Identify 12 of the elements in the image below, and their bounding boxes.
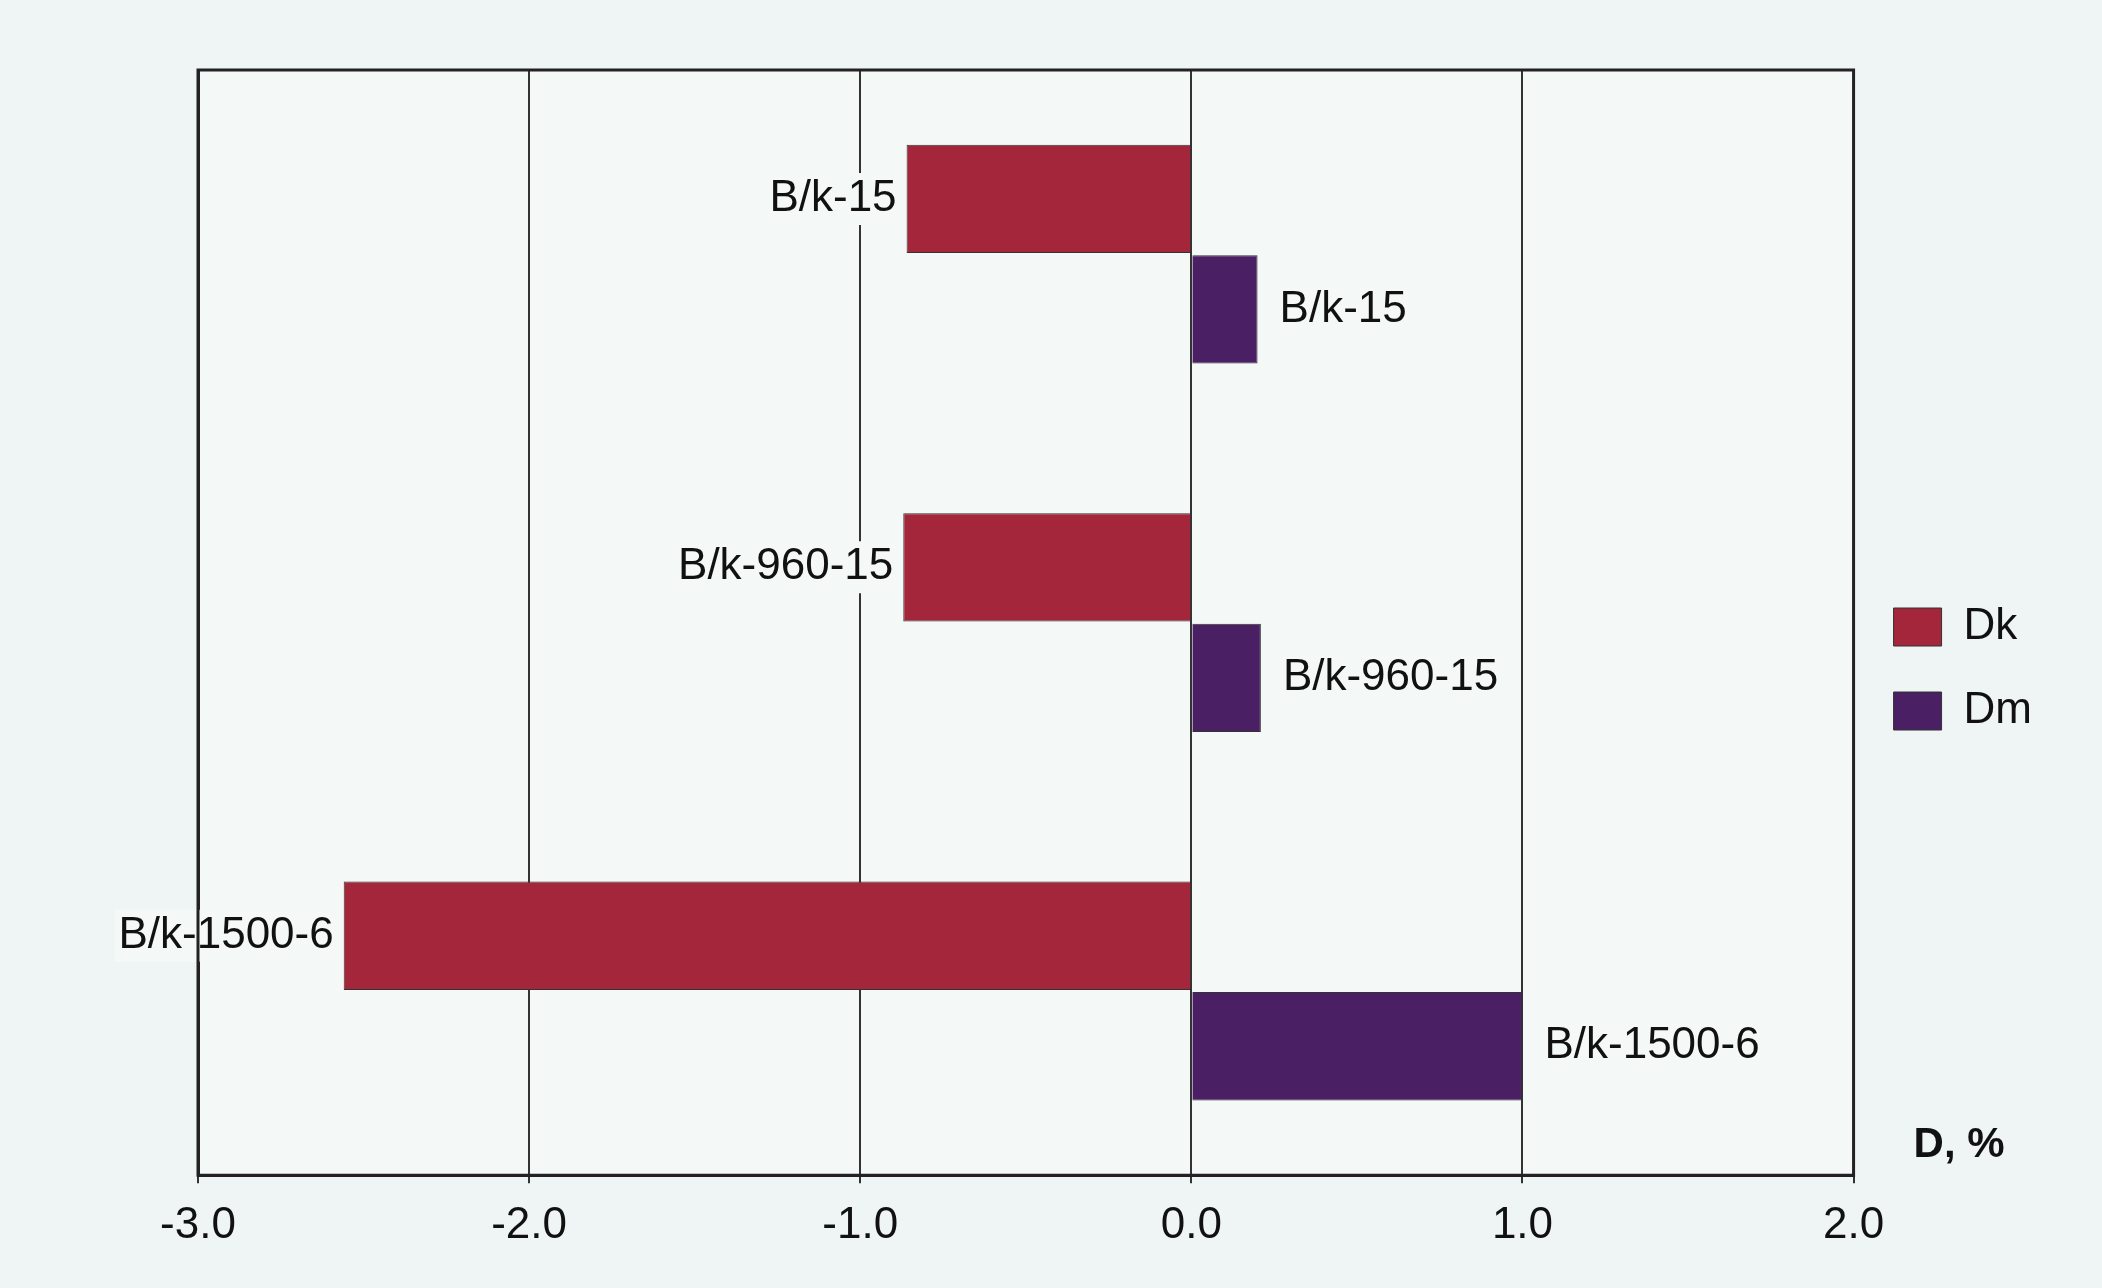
x-axis-title: D, % xyxy=(1913,1118,2005,1166)
x-tick-label: -3.0 xyxy=(160,1197,236,1247)
category-label: B/k-15 xyxy=(769,171,897,221)
x-tick-label: 1.0 xyxy=(1491,1197,1554,1247)
legend-label: Dk xyxy=(1963,599,2019,649)
category-label: B/k-1500-6 xyxy=(1544,1018,1760,1068)
category-label: B/k-960-15 xyxy=(678,539,894,589)
x-tick-label: 0.0 xyxy=(1160,1197,1222,1247)
x-tick-label: -2.0 xyxy=(491,1197,568,1247)
x-tick-label: -1.0 xyxy=(822,1197,899,1247)
legend-label: Dm xyxy=(1963,683,2033,733)
x-tick-label: 2.0 xyxy=(1822,1197,1885,1247)
